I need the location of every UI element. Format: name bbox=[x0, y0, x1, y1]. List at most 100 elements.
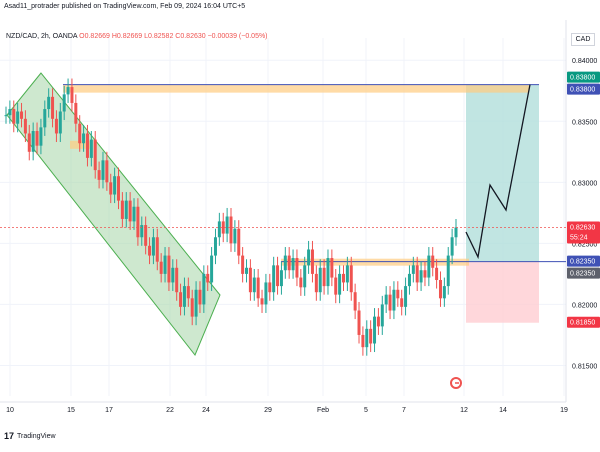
candle[interactable] bbox=[279, 261, 283, 295]
candle[interactable] bbox=[446, 247, 450, 295]
candle[interactable] bbox=[338, 265, 342, 304]
candle[interactable] bbox=[194, 281, 198, 326]
candle[interactable] bbox=[23, 110, 27, 143]
candle[interactable] bbox=[155, 228, 159, 271]
candle[interactable] bbox=[31, 122, 35, 161]
candle[interactable] bbox=[43, 100, 47, 136]
candle[interactable] bbox=[221, 212, 225, 243]
candle[interactable] bbox=[151, 228, 155, 265]
candle[interactable] bbox=[427, 247, 431, 287]
candle[interactable] bbox=[175, 259, 179, 301]
candle[interactable] bbox=[213, 228, 217, 265]
resistance-zone[interactable] bbox=[63, 84, 529, 93]
candle[interactable] bbox=[20, 102, 24, 128]
candle[interactable] bbox=[47, 88, 51, 118]
candle[interactable] bbox=[318, 259, 322, 301]
candle[interactable] bbox=[392, 281, 396, 320]
candle[interactable] bbox=[27, 124, 31, 161]
candle[interactable] bbox=[287, 247, 291, 279]
candle[interactable] bbox=[62, 85, 66, 121]
candle[interactable] bbox=[66, 78, 70, 103]
candle[interactable] bbox=[85, 124, 89, 167]
candle[interactable] bbox=[314, 265, 318, 301]
candle[interactable] bbox=[182, 277, 186, 316]
candle[interactable] bbox=[326, 249, 330, 295]
descending-channel[interactable] bbox=[6, 72, 221, 356]
candle[interactable] bbox=[206, 265, 210, 291]
candle[interactable] bbox=[101, 151, 105, 189]
candle[interactable] bbox=[186, 277, 190, 307]
candle[interactable] bbox=[70, 78, 74, 112]
candle[interactable] bbox=[179, 283, 183, 316]
candle[interactable] bbox=[132, 198, 136, 230]
candle[interactable] bbox=[248, 259, 252, 301]
candle[interactable] bbox=[442, 277, 446, 307]
candle[interactable] bbox=[117, 167, 120, 210]
candle[interactable] bbox=[310, 240, 314, 283]
candle[interactable] bbox=[35, 122, 39, 155]
candle[interactable] bbox=[345, 256, 349, 291]
candle[interactable] bbox=[295, 249, 299, 287]
candle[interactable] bbox=[93, 131, 97, 179]
candle[interactable] bbox=[357, 301, 361, 344]
candle[interactable] bbox=[334, 269, 338, 304]
candle[interactable] bbox=[291, 249, 295, 279]
candle[interactable] bbox=[396, 281, 400, 307]
candle[interactable] bbox=[252, 269, 256, 301]
candle[interactable] bbox=[431, 247, 435, 277]
candle[interactable] bbox=[276, 256, 280, 295]
candle[interactable] bbox=[198, 281, 202, 313]
candle[interactable] bbox=[113, 167, 117, 204]
candle[interactable] bbox=[74, 94, 78, 133]
candle[interactable] bbox=[380, 295, 384, 335]
candle[interactable] bbox=[163, 247, 167, 283]
candle[interactable] bbox=[264, 273, 268, 313]
candle[interactable] bbox=[148, 237, 152, 265]
candle[interactable] bbox=[128, 192, 132, 230]
candle[interactable] bbox=[299, 269, 303, 296]
candle[interactable] bbox=[404, 277, 408, 316]
candle[interactable] bbox=[140, 216, 144, 246]
candle[interactable] bbox=[272, 256, 276, 301]
loss-zone[interactable] bbox=[466, 261, 539, 323]
candle[interactable] bbox=[256, 269, 260, 307]
candle[interactable] bbox=[136, 198, 140, 246]
candle[interactable] bbox=[233, 220, 237, 252]
economic-event-icon[interactable] bbox=[450, 377, 462, 389]
candle[interactable] bbox=[423, 261, 427, 287]
candle[interactable] bbox=[12, 100, 16, 133]
candle[interactable] bbox=[229, 207, 233, 252]
candle[interactable] bbox=[435, 259, 439, 289]
candle[interactable] bbox=[54, 110, 58, 143]
candle[interactable] bbox=[365, 320, 369, 356]
candle[interactable] bbox=[419, 261, 423, 291]
supply-zone-small[interactable] bbox=[70, 140, 92, 149]
candle[interactable] bbox=[450, 228, 454, 265]
candle[interactable] bbox=[167, 247, 171, 291]
candle[interactable] bbox=[51, 88, 55, 128]
candle[interactable] bbox=[159, 253, 163, 283]
candle[interactable] bbox=[349, 256, 353, 301]
candle[interactable] bbox=[376, 308, 380, 335]
candle[interactable] bbox=[210, 247, 214, 291]
candle[interactable] bbox=[411, 256, 415, 283]
candle[interactable] bbox=[438, 271, 442, 307]
candle[interactable] bbox=[400, 289, 404, 316]
candle[interactable] bbox=[307, 240, 311, 274]
candle[interactable] bbox=[225, 207, 229, 243]
candle[interactable] bbox=[373, 308, 377, 353]
candle[interactable] bbox=[388, 286, 392, 320]
candle[interactable] bbox=[144, 216, 148, 255]
candle[interactable] bbox=[415, 256, 419, 291]
candle[interactable] bbox=[58, 102, 62, 143]
candle[interactable] bbox=[109, 173, 113, 204]
candle[interactable] bbox=[369, 320, 373, 353]
candle[interactable] bbox=[303, 256, 307, 296]
candle[interactable] bbox=[268, 273, 272, 301]
candle[interactable] bbox=[330, 249, 334, 287]
candle[interactable] bbox=[322, 259, 326, 295]
candle[interactable] bbox=[353, 283, 357, 320]
candle[interactable] bbox=[124, 192, 128, 228]
candle[interactable] bbox=[407, 265, 411, 295]
